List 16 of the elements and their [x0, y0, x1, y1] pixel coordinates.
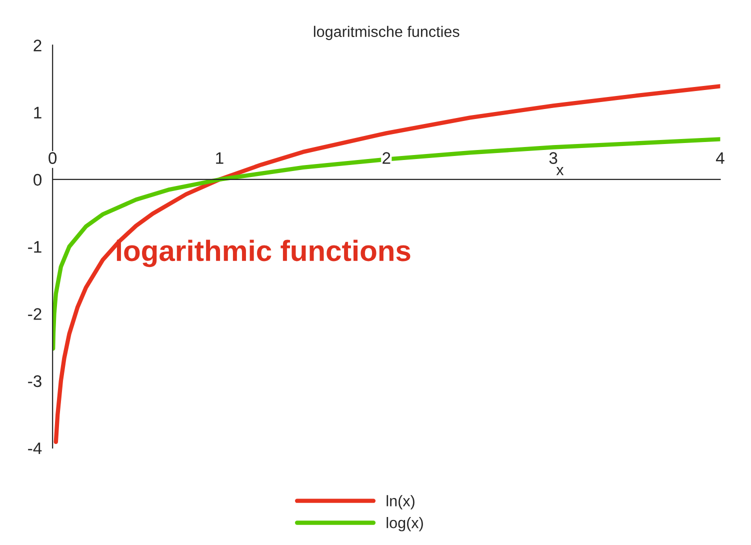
chart-title: logaritmische functies — [314, 26, 460, 40]
y-tick-label: 0 — [34, 174, 42, 186]
y-tick-label: -4 — [28, 442, 42, 454]
annotation: logarithmic functions — [116, 240, 410, 268]
y-tick-label: 2 — [34, 40, 42, 52]
y-tick-label: -2 — [28, 308, 42, 320]
y-tick-label: -1 — [28, 241, 42, 253]
x-axis-title: x — [556, 167, 564, 176]
y-tick-label: 1 — [34, 106, 42, 118]
x-tick-label: 0 — [48, 152, 57, 164]
legend-label: ln(x) — [386, 495, 414, 510]
legend-label: log(x) — [386, 517, 423, 532]
y-tick-label: -3 — [28, 375, 42, 388]
x-tick-label: 4 — [716, 152, 724, 164]
x-tick-label: 1 — [216, 152, 224, 164]
x-tick-label: 3 — [549, 152, 558, 164]
